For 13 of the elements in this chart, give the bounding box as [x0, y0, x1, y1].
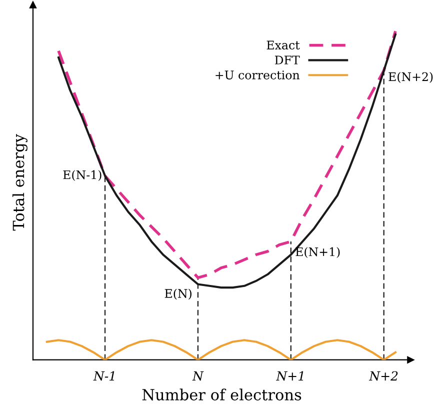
- x-tick-label: N+2: [368, 371, 398, 381]
- x-tick-label: N-1: [93, 371, 114, 381]
- x-tick-label: N: [192, 371, 204, 381]
- legend-label: DFT: [274, 56, 300, 64]
- annotation: E(N): [164, 288, 192, 300]
- legend-label: Exact: [266, 40, 300, 50]
- x-axis-title: Number of electrons: [142, 388, 302, 400]
- legend-label: +U correction: [216, 70, 300, 80]
- annotation: E(N+1): [296, 247, 340, 258]
- y-axis-title: Total energy: [12, 134, 28, 231]
- annotation: E(N+2): [388, 72, 433, 83]
- x-tick-label: N+1: [276, 371, 304, 381]
- annotation: E(N-1): [63, 170, 102, 181]
